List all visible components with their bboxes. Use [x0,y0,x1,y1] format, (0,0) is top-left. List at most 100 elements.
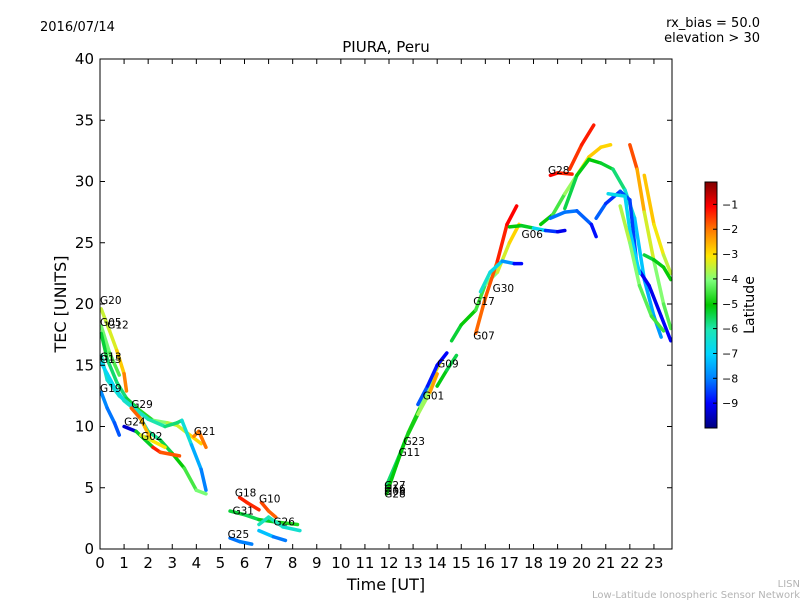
lisn-name-text: Low-Latitude Ionospheric Sensor Network [592,590,800,600]
series-g30 [478,259,524,294]
trace-segment [228,509,247,517]
y-tick-label: 20 [75,295,94,313]
trace-segment [661,265,673,282]
x-tick-label: 19 [548,554,567,572]
x-axis-ticks: 0 1 2 3 4 5 6 7 8 9 10 11 12 13 14 15 16 17 18 19 20 21 22 23 [95,59,663,572]
trace-segment [579,123,596,147]
trace-segment [99,361,109,376]
trace-segment [642,277,656,318]
trace-segment [599,143,613,149]
trace-segment [459,308,478,327]
series-g13 [99,353,208,492]
plot-frame [99,58,673,550]
colorbar-tick-label: −7 [722,347,738,360]
trace-segment [112,385,126,403]
trace-segment [445,353,459,372]
trace-segment [642,173,656,227]
trace-segment [242,512,261,522]
series-g14 [257,528,288,543]
trace-segment [661,302,673,331]
colorbar-ticks: −1 −2 −3 −4 −5 −6 −7 −8 −9 [713,198,738,410]
x-tick-label: 20 [572,554,591,572]
trace-segment [115,348,126,376]
series-g22 [567,123,596,171]
satellite-label: G28 [384,489,406,501]
trace-segment [473,296,488,336]
colorbar-tick-label: −4 [722,273,738,286]
series-g04 [628,143,673,331]
trace-segment [589,222,598,239]
trace-segment [575,209,594,227]
trace-segment [551,192,567,217]
trace-segment [416,390,432,416]
x-tick-label: 15 [452,554,471,572]
trace-segment [99,390,109,410]
trace-segment [604,189,622,206]
satellite-label: G31 [232,506,254,518]
elevation-label: elevation > 30 [664,31,760,46]
colorbar-tick-label: −5 [722,298,738,311]
data-marks [99,123,673,546]
satellite-label: G18 [235,487,257,499]
x-tick-label: 2 [143,554,153,572]
trace-segment [642,253,656,262]
satellite-label: G21 [194,426,216,438]
satellite-label: G05 [100,317,122,329]
trace-segment [435,368,449,388]
trace-segment [649,314,666,333]
trace-segment [139,417,153,441]
trace-segment [105,357,119,385]
series-g19 [99,390,122,437]
x-tick-label: 1 [119,554,129,572]
y-axis-ticks: 0 5 10 15 20 25 30 35 40 [75,50,672,558]
colorbar-tick-label: −1 [722,198,738,211]
trace-segment [163,421,179,429]
trace-segment [606,192,627,198]
trace-segment [124,396,141,412]
trace-segment [146,429,162,442]
series-g24 [122,424,182,458]
x-tick-label: 23 [644,554,663,572]
y-tick-label: 5 [84,479,94,497]
satellite-label: G25 [228,529,250,541]
y-axis-label: TEC [UNITS] [51,256,70,354]
colorbar-tick-label: −6 [722,323,738,336]
trace-segment [105,372,117,390]
satellite-label: G11 [399,447,421,459]
y-tick-label: 35 [75,111,94,129]
trace-segment [384,463,398,496]
satellite-label: G20 [100,295,122,307]
series-g18 [237,495,261,512]
trace-segment [611,167,627,192]
trace-segment [555,228,567,234]
trace-segment [151,439,167,450]
trace-segment [134,429,155,450]
trace-segment [659,314,673,343]
trace-segment [182,466,199,492]
date-label: 2016/07/14 [40,20,115,35]
trace-segment [587,157,603,165]
trace-segment [637,283,654,318]
trace-segment [642,210,656,263]
x-tick-label: 6 [240,554,250,572]
trace-segment [652,258,666,269]
lisn-logo-text: LISN [778,579,800,590]
series-g25 [228,536,254,546]
colorbar [704,181,718,429]
x-tick-label: 22 [620,554,639,572]
x-tick-label: 5 [216,554,226,572]
trace-segment [259,500,271,513]
x-tick-label: 16 [476,554,495,572]
trace-segment [632,216,647,282]
series-g26 [257,515,302,533]
satellite-label: G17 [473,296,495,308]
trace-segment [107,329,119,353]
trace-segment [139,433,155,443]
satellite-label: G23 [403,436,425,448]
x-tick-label: 17 [500,554,519,572]
satellite-label: G29 [131,399,153,411]
chart-title: PIURA, Peru [342,38,429,56]
trace-segment [122,424,138,434]
trace-segment [425,363,439,388]
